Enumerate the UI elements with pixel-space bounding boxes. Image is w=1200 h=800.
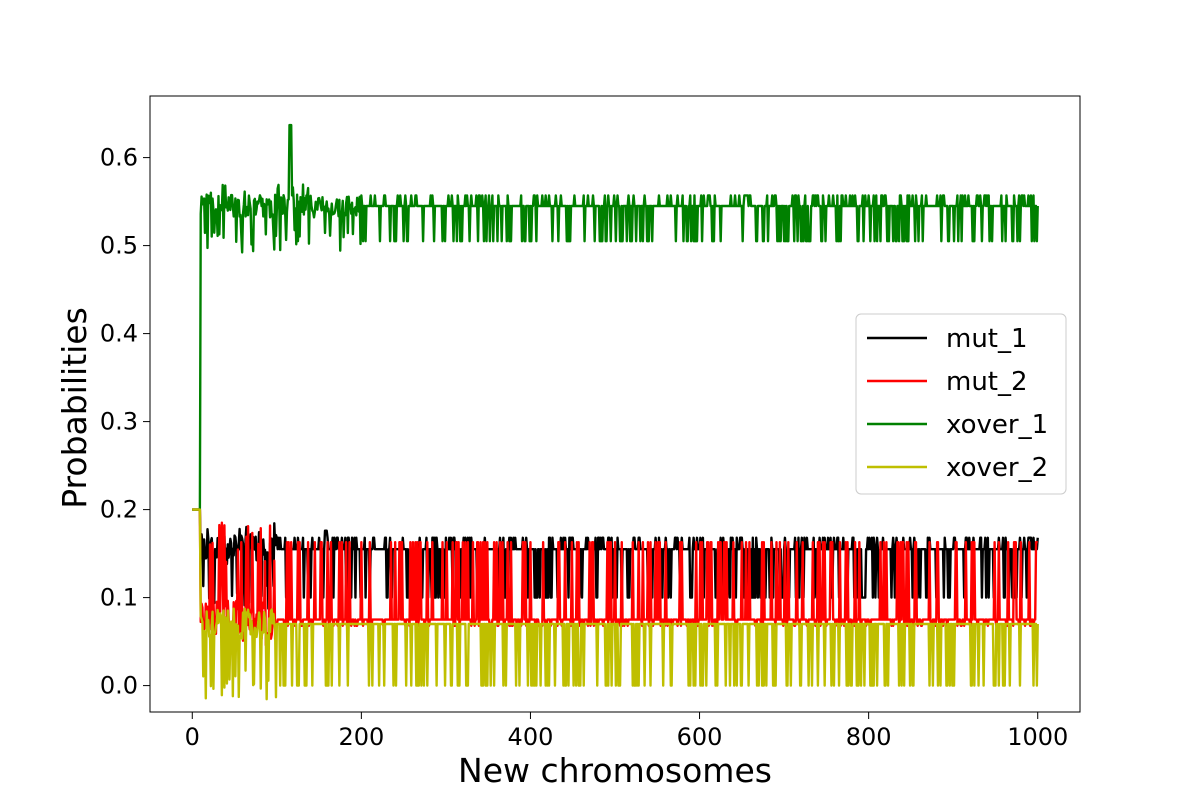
series-line-xover-1: [191, 123, 1039, 511]
x-tick-label: 1000: [1007, 723, 1068, 751]
x-tick-label: 600: [677, 723, 723, 751]
legend-label: xover_1: [946, 410, 1048, 440]
x-axis-label: New chromosomes: [458, 751, 772, 790]
y-axis-ticks: 0.0 0.1 0.2 0.3 0.4 0.5 0.6: [100, 144, 150, 700]
legend-box: [855, 313, 1067, 495]
y-tick-label: 0.6: [100, 144, 138, 172]
y-tick-label: 0.5: [100, 232, 138, 260]
series-line-xover-2: [191, 508, 1039, 701]
legend-label: mut_2: [946, 367, 1028, 397]
legend-label: mut_1: [946, 324, 1028, 354]
legend-label: xover_2: [946, 453, 1048, 483]
x-tick-label: 400: [508, 723, 554, 751]
plot-frame: [149, 95, 1081, 713]
y-tick-label: 0.3: [100, 408, 138, 436]
x-tick-label: 200: [338, 723, 384, 751]
y-tick-label: 0.2: [100, 496, 138, 524]
series-layer: [191, 123, 1039, 701]
x-axis-ticks: 0 200 400 600 800 1000: [185, 712, 1068, 751]
y-axis-label: Probabilities: [55, 307, 94, 509]
legend: mut_1 mut_2 xover_1 xover_2: [855, 313, 1067, 495]
y-tick-label: 0.1: [100, 584, 138, 612]
y-tick-label: 0.0: [100, 672, 138, 700]
y-tick-label: 0.4: [100, 320, 138, 348]
x-tick-label: 800: [846, 723, 892, 751]
x-tick-label: 0: [185, 723, 200, 751]
